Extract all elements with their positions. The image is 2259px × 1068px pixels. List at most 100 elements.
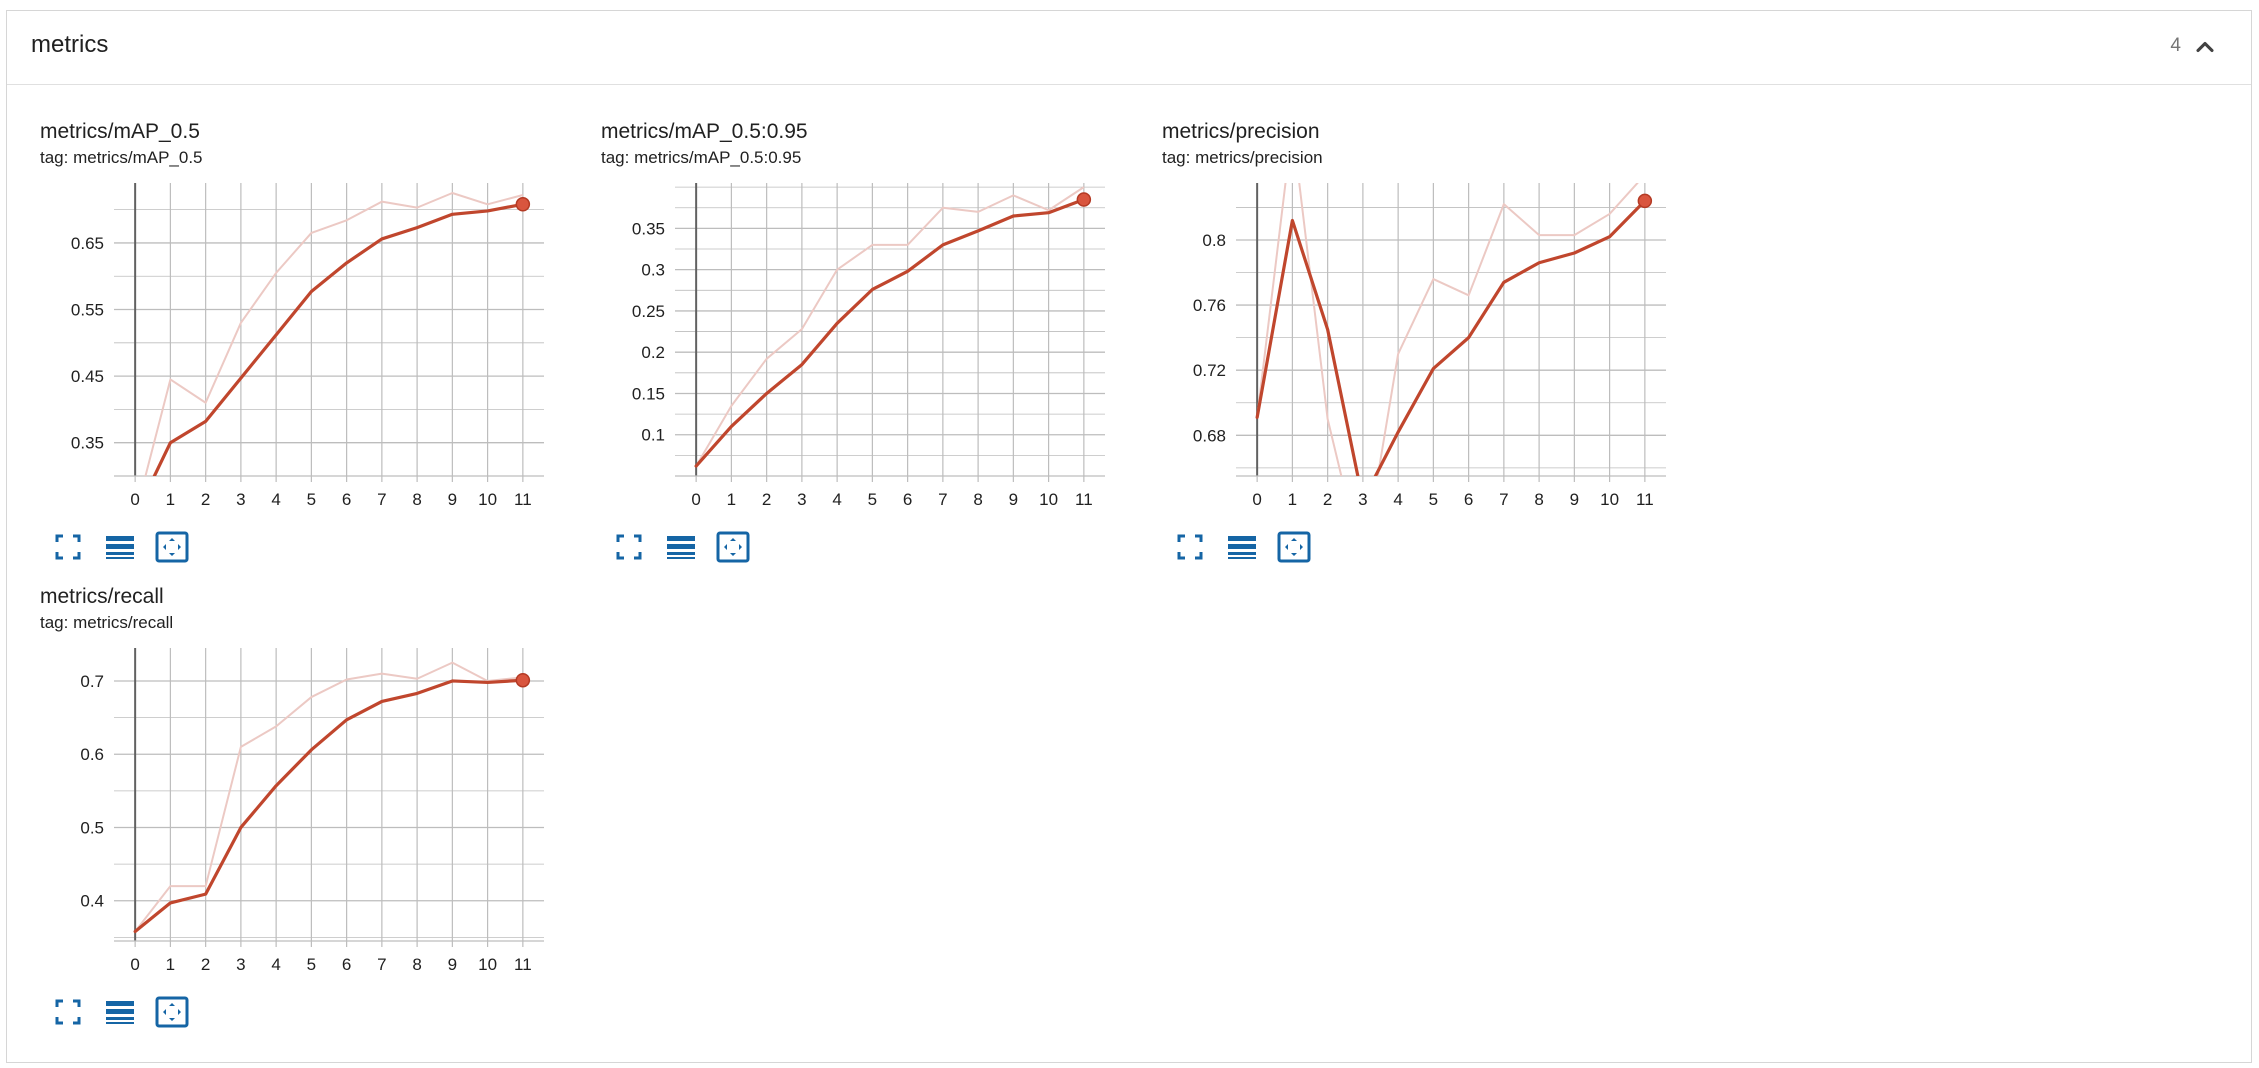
y-tick-label: 0.3: [641, 261, 665, 280]
card-tag: tag: metrics/mAP_0.5: [40, 148, 203, 167]
x-tick-label: 7: [938, 490, 947, 509]
x-tick-label: 9: [448, 955, 457, 974]
x-tick-label: 6: [342, 955, 351, 974]
x-tick-label: 5: [1429, 490, 1438, 509]
x-tick-label: 9: [1009, 490, 1018, 509]
fullscreen-icon: [616, 534, 642, 560]
x-tick-label: 4: [271, 490, 280, 509]
group-title: metrics: [31, 31, 109, 58]
x-tick-label: 11: [1636, 490, 1654, 509]
toggle-data-button[interactable]: [102, 529, 138, 565]
y-tick-label: 0.35: [632, 219, 665, 238]
y-tick-label: 0.65: [71, 234, 104, 253]
fullscreen-button[interactable]: [50, 529, 86, 565]
x-tick-label: 0: [130, 490, 139, 509]
raw-series-line: [695, 186, 1085, 467]
x-tick-label: 3: [236, 955, 245, 974]
y-tick-label: 0.5: [80, 818, 104, 837]
y-tick-label: 0.2: [641, 343, 665, 362]
x-tick-label: 3: [1358, 490, 1367, 509]
fullscreen-button[interactable]: [1172, 529, 1208, 565]
fit-domain-icon: [1277, 531, 1311, 563]
fit-domain-icon: [716, 531, 750, 563]
card-title: metrics/mAP_0.5:0.95: [601, 120, 808, 143]
x-tick-label: 1: [166, 955, 175, 974]
fit-domain-button[interactable]: [154, 994, 190, 1030]
fullscreen-icon: [55, 534, 81, 560]
x-tick-label: 10: [1600, 490, 1619, 509]
x-tick-label: 8: [412, 955, 421, 974]
x-tick-label: 0: [691, 490, 700, 509]
x-tick-label: 8: [1534, 490, 1543, 509]
data-table-icon: [106, 536, 134, 559]
x-tick-label: 4: [832, 490, 841, 509]
x-tick-label: 9: [448, 490, 457, 509]
x-tick-label: 8: [412, 490, 421, 509]
x-tick-label: 1: [727, 490, 736, 509]
y-tick-label: 0.35: [71, 434, 104, 453]
scalar-card-recall: metrics/recall tag: metrics/recall 0.4 0.…: [40, 585, 600, 1028]
metrics-group-panel: metrics 4: [6, 10, 2252, 1063]
card-tag: tag: metrics/recall: [40, 613, 174, 632]
scalar-card-map-0-5: metrics/mAP_0.5 tag: metrics/mAP_0.5 0.3…: [40, 120, 600, 563]
fit-domain-button[interactable]: [1276, 529, 1312, 565]
x-tick-label: 7: [377, 490, 386, 509]
data-table-icon: [1228, 536, 1256, 559]
x-tick-label: 10: [1039, 490, 1058, 509]
toggle-data-button[interactable]: [663, 529, 699, 565]
last-point-marker: [515, 672, 531, 688]
group-header[interactable]: metrics 4: [7, 11, 2251, 85]
y-tick-label: 0.55: [71, 301, 104, 320]
raw-series-line: [134, 661, 523, 933]
smoothed-series-line: [694, 197, 1086, 468]
card-tag: tag: metrics/mAP_0.5:0.95: [601, 148, 802, 167]
data-table-icon: [667, 536, 695, 559]
fit-domain-button[interactable]: [715, 529, 751, 565]
chevron-up-icon[interactable]: [2191, 33, 2219, 61]
y-tick-label: 0.7: [80, 672, 104, 691]
data-table-icon: [106, 1001, 134, 1024]
raw-series-line: [144, 191, 524, 476]
x-tick-label: 3: [236, 490, 245, 509]
x-tick-label: 11: [514, 490, 532, 509]
last-point-marker: [1076, 192, 1092, 207]
scalar-card-precision: metrics/precision tag: metrics/precision…: [1162, 120, 1722, 563]
x-tick-label: 6: [342, 490, 351, 509]
line-chart[interactable]: 0.4 0.5 0.6 0.7 0 1 2 3 4 5 6 7 8 9 10 11: [40, 585, 600, 990]
x-tick-label: 9: [1570, 490, 1579, 509]
x-tick-label: 0: [130, 955, 139, 974]
last-point-marker: [1637, 193, 1653, 209]
smoothed-series-line: [1255, 199, 1647, 476]
fullscreen-icon: [1177, 534, 1203, 560]
x-tick-label: 11: [514, 955, 532, 974]
x-tick-label: 5: [307, 490, 316, 509]
x-tick-label: 11: [1075, 490, 1093, 509]
toggle-data-button[interactable]: [102, 994, 138, 1030]
raw-series-line: [1256, 183, 1639, 476]
x-tick-label: 8: [973, 490, 982, 509]
y-tick-label: 0.72: [1193, 361, 1226, 380]
card-title: metrics/mAP_0.5: [40, 120, 200, 143]
y-tick-label: 0.4: [80, 892, 104, 911]
fit-domain-icon: [155, 531, 189, 563]
last-point-marker: [515, 197, 531, 212]
fullscreen-button[interactable]: [50, 994, 86, 1030]
y-tick-label: 0.15: [632, 384, 665, 403]
card-title: metrics/precision: [1162, 120, 1320, 143]
toggle-data-button[interactable]: [1224, 529, 1260, 565]
x-tick-label: 2: [1323, 490, 1332, 509]
fit-domain-button[interactable]: [154, 529, 190, 565]
x-tick-label: 6: [903, 490, 912, 509]
x-tick-label: 10: [478, 490, 497, 509]
card-count: 4: [2170, 35, 2181, 56]
line-chart[interactable]: 0.35 0.45 0.55 0.65 0 1 2 3 4 5 6 7 8 9 10 11: [40, 120, 600, 525]
fullscreen-icon: [55, 999, 81, 1025]
line-chart[interactable]: 0.1 0.15 0.2 0.25 0.3 0.35 0 1 2 3 4 5 6 7 8 9 10 11: [601, 120, 1161, 525]
smoothed-series-line: [152, 202, 525, 476]
fullscreen-button[interactable]: [611, 529, 647, 565]
y-tick-label: 0.25: [632, 302, 665, 321]
x-tick-label: 2: [762, 490, 771, 509]
x-tick-label: 1: [1288, 490, 1297, 509]
x-tick-label: 4: [1393, 490, 1402, 509]
line-chart[interactable]: 0.68 0.72 0.76 0.8 0 1 2 3 4 5 6 7 8 9 10 11: [1162, 120, 1722, 525]
